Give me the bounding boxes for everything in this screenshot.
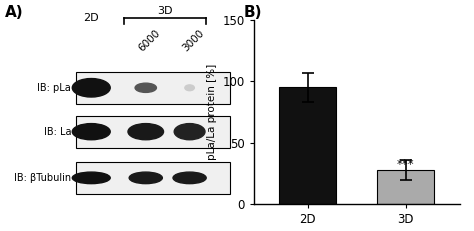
Text: IB: La: IB: La bbox=[44, 127, 71, 137]
Text: 3D: 3D bbox=[157, 6, 173, 16]
Y-axis label: pLa/La protein [%]: pLa/La protein [%] bbox=[207, 64, 217, 160]
Text: IB: βTubulin: IB: βTubulin bbox=[14, 173, 71, 183]
Text: 2D: 2D bbox=[83, 13, 99, 23]
Text: 3000: 3000 bbox=[180, 28, 206, 53]
Ellipse shape bbox=[174, 124, 205, 140]
Ellipse shape bbox=[173, 172, 206, 184]
Text: IB: pLa: IB: pLa bbox=[37, 83, 71, 93]
Ellipse shape bbox=[72, 172, 110, 184]
Text: B): B) bbox=[244, 5, 263, 20]
Text: A): A) bbox=[5, 5, 23, 20]
Bar bbox=[279, 87, 336, 204]
Ellipse shape bbox=[128, 124, 164, 140]
Bar bbox=[377, 170, 434, 204]
Bar bbox=[76, 116, 230, 148]
Text: ***: *** bbox=[397, 158, 415, 171]
Ellipse shape bbox=[129, 172, 162, 184]
Ellipse shape bbox=[72, 124, 110, 140]
Bar bbox=[76, 72, 230, 104]
Ellipse shape bbox=[135, 83, 156, 92]
Text: 6000: 6000 bbox=[136, 28, 162, 53]
Bar bbox=[76, 162, 230, 194]
Ellipse shape bbox=[72, 79, 110, 97]
Ellipse shape bbox=[185, 85, 194, 91]
